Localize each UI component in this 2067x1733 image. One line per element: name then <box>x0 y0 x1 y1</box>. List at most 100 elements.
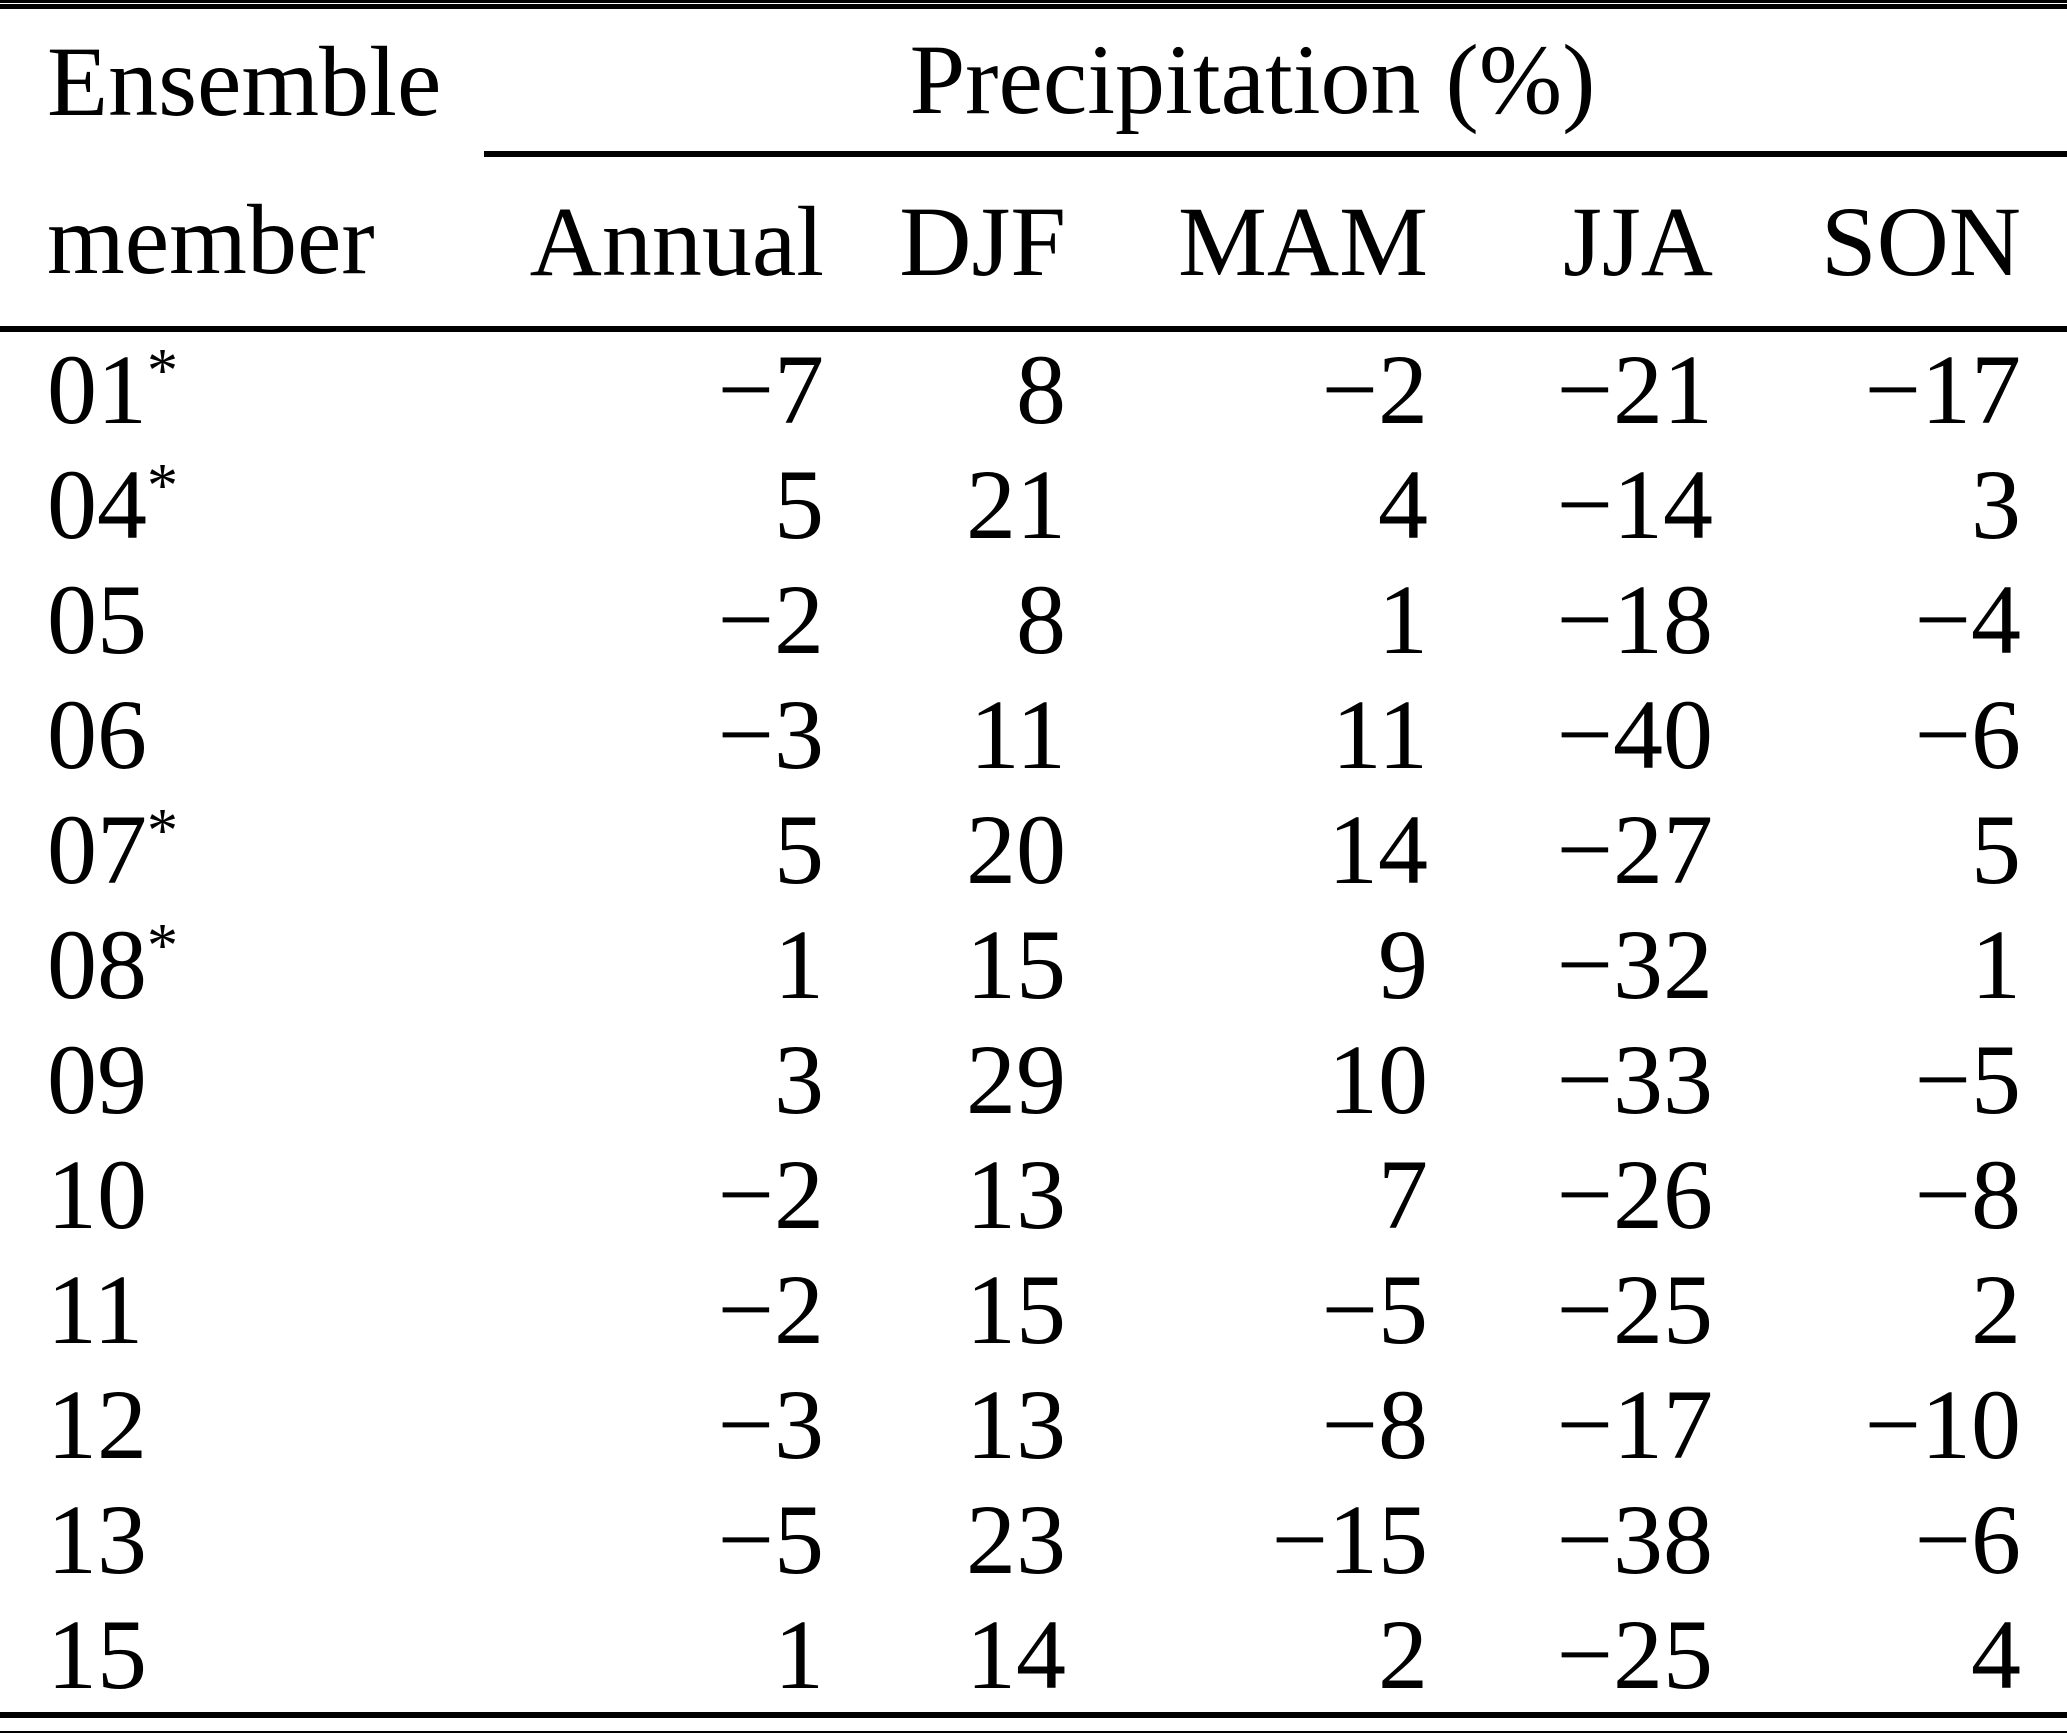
table-row: 04* 5 21 4 −14 3 <box>0 447 2067 562</box>
cell-annual: −2 <box>717 1138 824 1250</box>
cell-son: −10 <box>1864 1368 2022 1480</box>
member-id: 13 <box>47 1483 147 1595</box>
cell-mam: −5 <box>1321 1253 1428 1365</box>
table-row: 01* −7 8 −2 −21 −17 <box>0 329 2067 447</box>
cell-jja: −14 <box>1556 448 1713 560</box>
member-cell: 01* <box>0 329 484 447</box>
member-id: 10 <box>47 1138 147 1250</box>
cell-mam: 1 <box>1378 563 1428 675</box>
cell-jja: −17 <box>1556 1368 1713 1480</box>
cell-jja: −25 <box>1556 1598 1713 1710</box>
cell-djf: 11 <box>969 678 1066 790</box>
cell-djf: 14 <box>966 1598 1066 1710</box>
cell-annual: 5 <box>774 793 824 905</box>
cell-djf: 21 <box>966 448 1066 560</box>
table-row: 13 −5 23 −15 −38 −6 <box>0 1482 2067 1597</box>
table-row: 09 3 29 10 −33 −5 <box>0 1022 2067 1137</box>
star-marker: * <box>147 911 178 980</box>
cell-annual: −7 <box>717 333 824 445</box>
cell-son: −6 <box>1914 678 2022 790</box>
member-cell: 05 <box>0 562 484 677</box>
cell-annual: 3 <box>774 1023 824 1135</box>
table-row: 12 −3 13 −8 −17 −10 <box>0 1367 2067 1482</box>
member-cell: 09 <box>0 1022 484 1137</box>
cell-jja: −27 <box>1556 793 1713 905</box>
member-id: 05 <box>47 563 147 675</box>
col-header-jja: JJA <box>1428 153 1713 332</box>
table-row: 11 −2 15 −5 −25 2 <box>0 1252 2067 1367</box>
cell-son: 4 <box>1971 1598 2022 1710</box>
column-header-row: member Annual DJF MAM JJA SON <box>0 153 2067 332</box>
cell-mam: 2 <box>1378 1598 1428 1710</box>
member-cell: 04* <box>0 447 484 562</box>
cell-djf: 20 <box>966 793 1066 905</box>
cell-mam: 7 <box>1378 1138 1428 1250</box>
cell-mam: 9 <box>1378 908 1428 1020</box>
cell-jja: −21 <box>1556 333 1713 445</box>
table-row: 15 1 14 2 −25 4 <box>0 1597 2067 1715</box>
cell-mam: −15 <box>1271 1483 1428 1595</box>
cell-djf: 15 <box>966 1253 1066 1365</box>
table-row: 10 −2 13 7 −26 −8 <box>0 1137 2067 1252</box>
precipitation-table: Ensemble Precipitation (%) member Annual… <box>0 4 2067 1718</box>
member-cell: 06 <box>0 677 484 792</box>
cell-son: 5 <box>1971 793 2022 905</box>
cell-mam: 10 <box>1328 1023 1428 1135</box>
cell-son: −4 <box>1914 563 2022 675</box>
cell-jja: −40 <box>1556 678 1713 790</box>
cell-mam: −2 <box>1321 333 1428 445</box>
cell-annual: 5 <box>774 448 824 560</box>
cell-mam: 14 <box>1328 793 1428 905</box>
cell-mam: −8 <box>1321 1368 1428 1480</box>
col1-header-line1: Ensemble <box>47 25 442 137</box>
cell-jja: −18 <box>1556 563 1713 675</box>
cell-son: −17 <box>1864 333 2022 445</box>
cell-mam: 11 <box>1331 678 1428 790</box>
cell-djf: 13 <box>966 1138 1066 1250</box>
col-header-son: SON <box>1713 153 2067 332</box>
member-cell: 12 <box>0 1367 484 1482</box>
cell-djf: 29 <box>966 1023 1066 1135</box>
cell-annual: 1 <box>774 1598 824 1710</box>
group-header-row: Ensemble Precipitation (%) <box>0 6 2067 157</box>
cell-jja: −33 <box>1556 1023 1713 1135</box>
member-id: 12 <box>47 1368 147 1480</box>
member-id: 09 <box>47 1023 147 1135</box>
cell-djf: 8 <box>1016 333 1066 445</box>
table-row: 07* 5 20 14 −27 5 <box>0 792 2067 907</box>
member-id: 11 <box>47 1253 144 1365</box>
col-header-mam: MAM <box>1066 153 1428 332</box>
member-id: 15 <box>47 1598 147 1710</box>
cell-son: 1 <box>1971 908 2022 1020</box>
cell-son: −5 <box>1914 1023 2022 1135</box>
table-row: 08* 1 15 9 −32 1 <box>0 907 2067 1022</box>
cell-djf: 23 <box>966 1483 1066 1595</box>
member-cell: 07* <box>0 792 484 907</box>
star-marker: * <box>147 336 178 405</box>
cell-son: 2 <box>1971 1253 2022 1365</box>
cell-annual: −3 <box>717 1368 824 1480</box>
cell-son: −8 <box>1914 1138 2022 1250</box>
member-id: 01 <box>47 333 147 445</box>
cell-jja: −26 <box>1556 1138 1713 1250</box>
member-cell: 13 <box>0 1482 484 1597</box>
member-id: 04 <box>47 448 147 560</box>
star-marker: * <box>147 796 178 865</box>
cell-son: 3 <box>1971 448 2022 560</box>
member-id: 07 <box>47 793 147 905</box>
col-header-annual: Annual <box>484 153 824 332</box>
group-header-precipitation: Precipitation (%) <box>484 6 2067 157</box>
cell-djf: 13 <box>966 1368 1066 1480</box>
col-header-djf: DJF <box>824 153 1066 332</box>
cell-jja: −25 <box>1556 1253 1713 1365</box>
cell-djf: 15 <box>966 908 1066 1020</box>
member-id: 08 <box>47 908 147 1020</box>
cell-annual: −3 <box>717 678 824 790</box>
cell-jja: −32 <box>1556 908 1713 1020</box>
member-cell: 11 <box>0 1252 484 1367</box>
table-row: 05 −2 8 1 −18 −4 <box>0 562 2067 677</box>
col1-header-line2: member <box>0 153 484 332</box>
member-id: 06 <box>47 678 147 790</box>
